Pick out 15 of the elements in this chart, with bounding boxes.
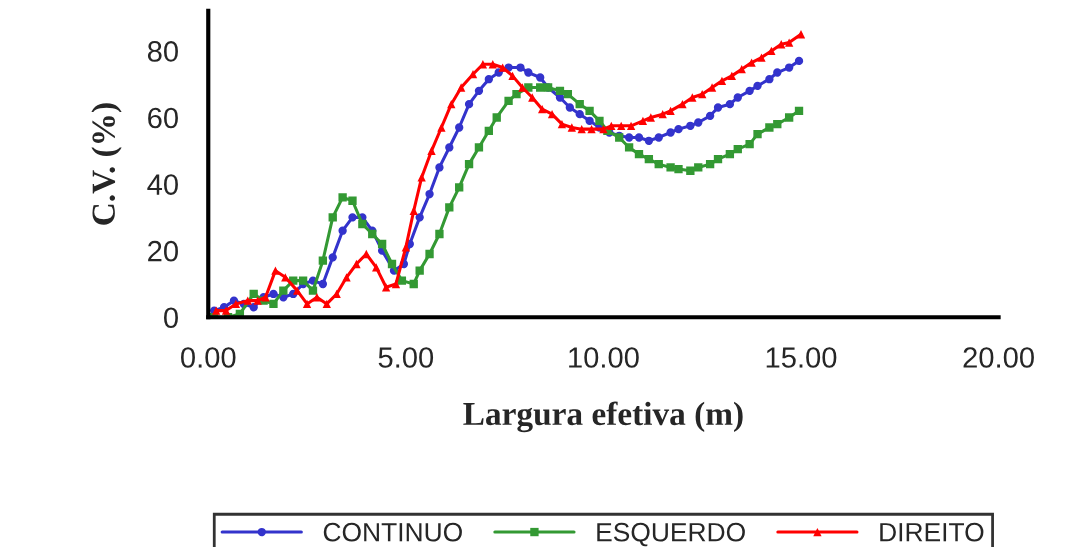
y-tick-label: 20 <box>148 240 178 262</box>
x-axis-title: Largura efetiva (m) <box>463 401 743 433</box>
legend-label: CONTINUO <box>323 522 462 542</box>
legend-label: DIREITO <box>880 522 984 542</box>
y-tick-label: 60 <box>148 107 178 129</box>
y-tick-label: 0 <box>164 307 178 329</box>
x-tick-label: 20.00 <box>963 347 1034 368</box>
y-axis-title: C.V. (%) <box>91 103 122 225</box>
x-tick-label: 5.00 <box>378 347 434 368</box>
y-tick-label: 40 <box>147 174 178 195</box>
x-tick-label: 15.00 <box>766 347 837 368</box>
legend-label: ESQUERDO <box>597 522 745 547</box>
y-tick-label: 80 <box>147 41 178 62</box>
x-tick-label: 10.00 <box>569 347 639 368</box>
x-tick-label: 0.00 <box>181 347 236 368</box>
